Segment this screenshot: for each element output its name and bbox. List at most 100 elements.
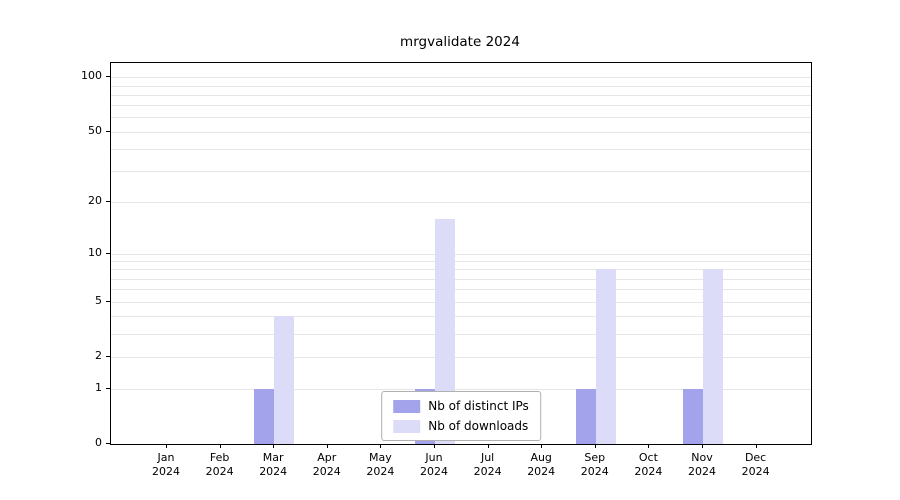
x-tick-label: Nov 2024 xyxy=(674,451,730,479)
gridline xyxy=(111,77,811,79)
x-tick-label-line: Mar xyxy=(262,451,284,464)
x-tick-label: Aug 2024 xyxy=(513,451,569,479)
gridline xyxy=(111,202,811,204)
x-tick-label: Dec 2024 xyxy=(728,451,784,479)
x-tick-label-line: 2024 xyxy=(527,465,556,478)
legend: Nb of distinct IPs Nb of downloads xyxy=(381,391,541,441)
y-tick-label: 5 xyxy=(95,293,102,307)
bar-downloads xyxy=(595,269,616,444)
x-tick-label-line: 2024 xyxy=(152,465,180,478)
gridline xyxy=(111,253,811,255)
gridline xyxy=(111,94,811,96)
x-tick-label: Feb 2024 xyxy=(192,451,248,479)
x-tick-mark xyxy=(702,444,703,448)
gridline xyxy=(111,316,811,318)
x-tick-label-line: May xyxy=(369,451,392,464)
bar-distinct-ips xyxy=(683,388,703,444)
x-tick-label-line: Jun xyxy=(425,451,443,464)
x-tick-mark xyxy=(755,444,757,448)
x-tick-label: May 2024 xyxy=(352,451,408,479)
gridline xyxy=(111,117,811,119)
gridline xyxy=(111,261,811,263)
x-tick-mark xyxy=(166,444,167,448)
y-tick-mark xyxy=(106,130,110,132)
x-tick-label: Sep 2024 xyxy=(567,451,623,479)
y-tick-mark xyxy=(106,252,110,254)
bar-distinct-ips xyxy=(575,388,596,444)
x-tick-mark xyxy=(648,444,650,448)
legend-swatch-downloads xyxy=(393,419,421,433)
bar-downloads xyxy=(435,218,455,444)
x-tick-mark xyxy=(219,444,221,448)
plot-area: Nb of distinct IPs Nb of downloads xyxy=(110,62,812,445)
x-tick-label-line: 2024 xyxy=(259,465,288,478)
x-tick-label-line: Dec xyxy=(744,451,767,464)
x-tick-label-line: 2024 xyxy=(580,465,609,478)
x-tick-mark xyxy=(326,444,328,448)
x-tick-mark xyxy=(434,444,435,448)
legend-label-downloads: Nb of downloads xyxy=(428,419,529,433)
x-tick-label-line: Apr xyxy=(317,451,337,464)
y-tick-label: 2 xyxy=(95,348,102,362)
gridline xyxy=(111,131,811,133)
legend-entry-distinct-ips: Nb of distinct IPs xyxy=(393,399,529,413)
bar-downloads xyxy=(274,316,295,444)
gridline xyxy=(111,301,811,303)
legend-label-distinct-ips: Nb of distinct IPs xyxy=(428,399,529,413)
x-tick-label: Mar 2024 xyxy=(245,451,301,479)
gridline xyxy=(111,388,811,390)
x-tick-label-line: 2024 xyxy=(741,465,770,478)
y-tick-mark xyxy=(106,387,110,389)
x-tick-label: Apr 2024 xyxy=(299,451,355,479)
x-tick-mark xyxy=(487,444,489,448)
x-tick-label-line: 2024 xyxy=(688,465,716,478)
gridline xyxy=(111,85,811,87)
x-tick-label: Oct 2024 xyxy=(620,451,676,479)
legend-entry-downloads: Nb of downloads xyxy=(393,419,529,433)
gridline xyxy=(111,356,811,358)
x-tick-mark xyxy=(380,444,382,448)
x-tick-label-line: Sep xyxy=(584,451,606,464)
x-tick-label: Jan 2024 xyxy=(138,451,194,479)
x-tick-label-line: 2024 xyxy=(473,465,502,478)
gridline xyxy=(111,171,811,173)
y-tick-label: 10 xyxy=(88,245,102,259)
y-tick-mark xyxy=(106,300,110,302)
bar-downloads xyxy=(703,269,723,444)
x-tick-label-line: 2024 xyxy=(205,465,234,478)
bar-distinct-ips xyxy=(254,388,275,444)
gridline xyxy=(111,269,811,271)
chart-title: mrgvalidate 2024 xyxy=(400,34,520,50)
x-tick-label-line: 2024 xyxy=(312,465,341,478)
y-tick-mark xyxy=(106,201,110,203)
x-tick-label-line: 2024 xyxy=(366,465,395,478)
x-tick-mark xyxy=(541,444,543,448)
y-tick-mark xyxy=(106,355,110,357)
x-tick-label-line: 2024 xyxy=(420,465,448,478)
x-tick-label-line: Aug xyxy=(530,451,552,464)
x-tick-label: Jul 2024 xyxy=(460,451,516,479)
y-tick-mark xyxy=(106,76,110,78)
x-tick-mark xyxy=(594,444,596,448)
y-tick-label: 1 xyxy=(95,380,102,394)
x-tick-label-line: Oct xyxy=(638,451,658,464)
x-tick-label-line: Nov xyxy=(691,451,713,464)
gridline xyxy=(111,289,811,291)
gridline xyxy=(111,149,811,150)
x-tick-label-line: 2024 xyxy=(634,465,663,478)
x-tick-label: Jun 2024 xyxy=(406,451,462,479)
y-tick-label: 20 xyxy=(88,194,102,208)
legend-swatch-distinct-ips xyxy=(393,399,421,413)
x-tick-mark xyxy=(273,444,275,448)
gridline xyxy=(111,278,811,280)
y-tick-label: 100 xyxy=(81,69,102,83)
y-tick-mark xyxy=(106,443,110,444)
y-tick-label: 0 xyxy=(95,436,102,449)
y-tick-label: 50 xyxy=(88,123,102,137)
x-tick-label-line: Jan xyxy=(157,451,175,464)
gridline xyxy=(111,105,811,107)
gridline xyxy=(111,333,811,335)
x-tick-label-line: Feb xyxy=(209,451,230,464)
x-tick-label-line: Jul xyxy=(480,451,495,464)
